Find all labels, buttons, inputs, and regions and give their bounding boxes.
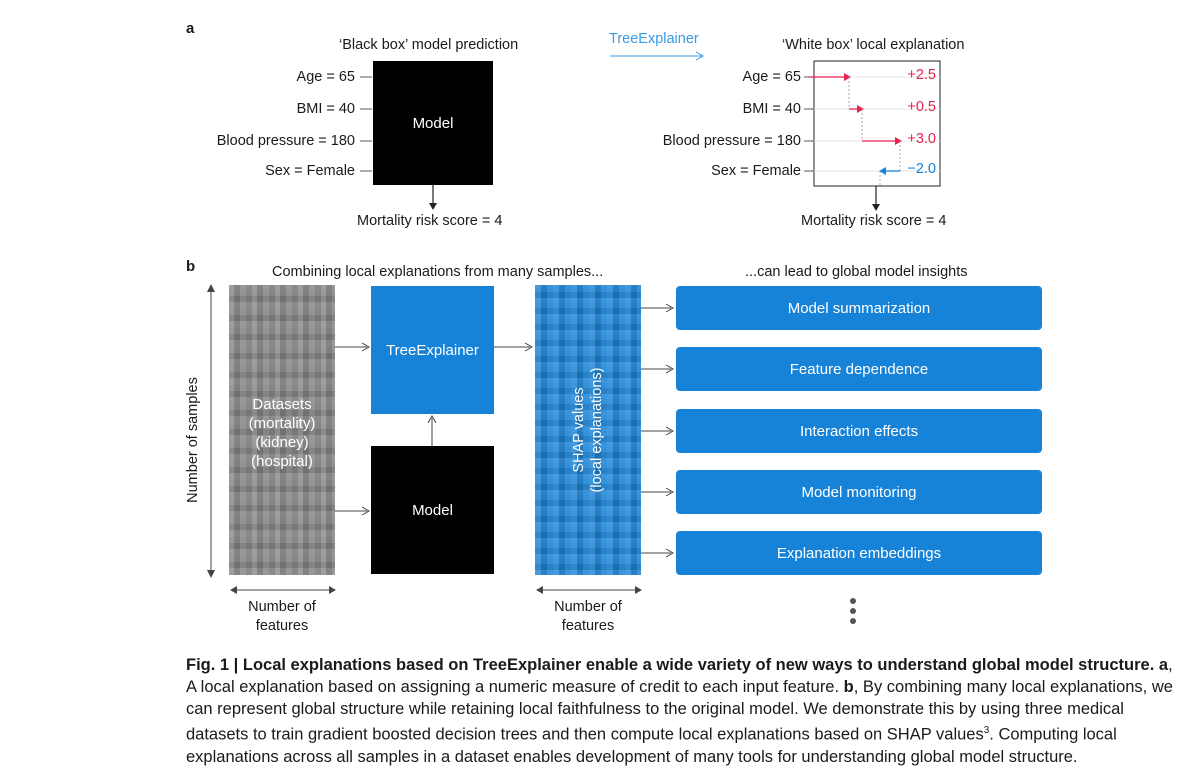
shap-values-line-2: (local explanations) <box>589 367 605 493</box>
model-to-explainer-arrow <box>427 414 437 446</box>
shap-values-label: SHAP values (local explanations) <box>570 368 606 493</box>
feature-label-age-right: Age = 65 <box>742 69 801 85</box>
value-bmi: +0.5 <box>907 99 936 115</box>
black-box-title: ‘Black box’ model prediction <box>339 37 519 53</box>
mortality-score-right: Mortality risk score = 4 <box>801 213 947 229</box>
caption-b-text: , By combining many local explanations, … <box>186 678 1173 744</box>
feature-label-bp-right: Blood pressure = 180 <box>662 133 801 149</box>
input-ticks <box>360 76 372 172</box>
datasets-label: Datasets (mortality) (kidney) (hospital) <box>229 395 335 471</box>
black-box-model: Model <box>373 61 493 185</box>
caption-b-label: b <box>843 678 854 696</box>
age-contribution-arrow <box>809 73 851 81</box>
tree-explainer-header-label: TreeExplainer <box>609 31 699 47</box>
feature-label-sex-right: Sex = Female <box>711 163 801 179</box>
explainer-to-shap-arrow <box>494 342 534 352</box>
model-output-arrow <box>429 185 437 210</box>
insight-feature-dependence: Feature dependence <box>676 347 1042 391</box>
insight-model-summarization: Model summarization <box>676 286 1042 330</box>
caption-a-label: a <box>1158 656 1169 674</box>
features-axis-arrow-1 <box>230 586 336 594</box>
panel-a-letter: a <box>186 20 195 37</box>
datasets-line-3: (kidney) <box>255 434 309 451</box>
feature-label-bp-left: Blood pressure = 180 <box>216 133 355 149</box>
explanation-output-arrow <box>872 186 880 211</box>
datasets-to-explainer-arrow <box>335 342 371 352</box>
features-label-2-line-2: features <box>561 618 615 634</box>
model-box: Model <box>371 446 494 574</box>
tree-explainer-box: TreeExplainer <box>371 286 494 414</box>
samples-axis-arrow <box>207 284 215 578</box>
value-age: +2.5 <box>907 67 936 83</box>
caption-reference: 3 <box>983 725 990 736</box>
datasets-line-4: (hospital) <box>251 453 313 470</box>
tree-explainer-header-arrow <box>610 51 705 61</box>
features-label-1-line-2: features <box>255 618 309 634</box>
features-axis-arrow-2 <box>536 586 642 594</box>
features-label-1-line-1: Number of <box>248 599 316 615</box>
more-insights-dots <box>850 598 856 624</box>
panel-b-right-title: ...can lead to global model insights <box>745 264 968 280</box>
figure-caption: Fig. 1 | Local explanations based on Tre… <box>186 654 1186 768</box>
bp-contribution-arrow <box>862 137 902 145</box>
feature-label-sex-left: Sex = Female <box>265 163 355 179</box>
feature-label-bmi-right: BMI = 40 <box>742 101 801 117</box>
features-label-2-line-1: Number of <box>554 599 622 615</box>
shap-to-insights-arrows <box>641 303 675 558</box>
shap-values-line-1: SHAP values <box>571 387 587 473</box>
white-box-explanation <box>804 60 941 187</box>
datasets-to-model-arrow <box>335 506 371 516</box>
datasets-line-2: (mortality) <box>248 415 316 432</box>
panel-b-letter: b <box>186 258 196 275</box>
features-label-1: Number of features <box>229 598 335 636</box>
value-sex: −2.0 <box>907 161 936 177</box>
shap-values-matrix <box>535 285 641 575</box>
samples-axis-label: Number of samples <box>185 377 201 503</box>
caption-lead: Fig. 1 | Local explanations based on Tre… <box>186 656 1155 674</box>
caption-tail: . Computing local explanations across al… <box>186 725 1117 766</box>
feature-label-age-left: Age = 65 <box>296 69 355 85</box>
sex-contribution-arrow <box>879 167 900 175</box>
mortality-score-left: Mortality risk score = 4 <box>357 213 503 229</box>
insight-model-monitoring: Model monitoring <box>676 470 1042 514</box>
insight-explanation-embeddings: Explanation embeddings <box>676 531 1042 575</box>
bmi-contribution-arrow <box>849 105 864 113</box>
feature-label-bmi-left: BMI = 40 <box>296 101 355 117</box>
panel-b-left-title: Combining local explanations from many s… <box>272 264 604 280</box>
insight-interaction-effects: Interaction effects <box>676 409 1042 453</box>
value-bp: +3.0 <box>907 131 936 147</box>
caption-a-text: , A local explanation based on assigning… <box>186 656 1173 696</box>
datasets-line-1: Datasets <box>252 396 312 413</box>
datasets-matrix <box>229 285 335 575</box>
white-box-title: ‘White box’ local explanation <box>782 37 965 53</box>
features-label-2: Number of features <box>535 598 641 636</box>
